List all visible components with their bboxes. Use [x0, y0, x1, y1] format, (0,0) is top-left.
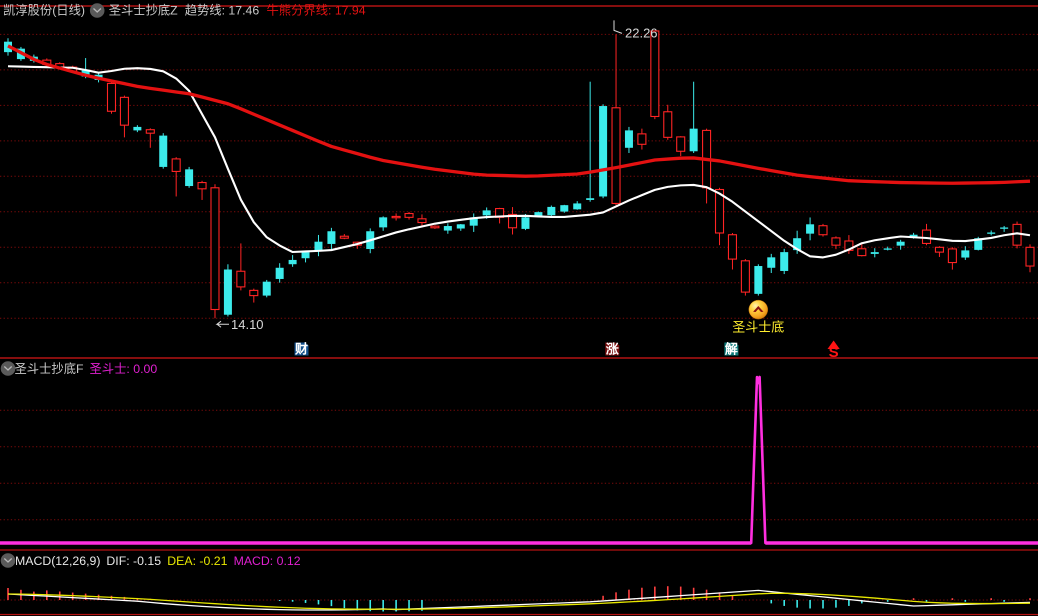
- svg-text:涨: 涨: [605, 342, 619, 357]
- svg-text:圣斗士底: 圣斗士底: [732, 320, 784, 335]
- svg-text:圣斗士抄底F: 圣斗士抄底F: [15, 361, 84, 376]
- svg-text:DEA: -0.21: DEA: -0.21: [167, 554, 227, 568]
- svg-text:22.26: 22.26: [625, 25, 658, 40]
- svg-text:S: S: [829, 344, 839, 361]
- svg-text:趋势线: 17.46: 趋势线: 17.46: [185, 4, 260, 18]
- svg-text:MACD: 0.12: MACD: 0.12: [234, 554, 301, 568]
- svg-text:解: 解: [724, 342, 738, 357]
- svg-text:圣斗士: 0.00: 圣斗士: 0.00: [90, 362, 158, 376]
- svg-text:圣斗士抄底Z: 圣斗士抄底Z: [109, 3, 178, 18]
- svg-text:牛熊分界线: 17.94: 牛熊分界线: 17.94: [267, 3, 366, 18]
- svg-text:财: 财: [295, 342, 308, 357]
- svg-text:凯淳股份(日线): 凯淳股份(日线): [3, 3, 85, 18]
- svg-text:14.10: 14.10: [231, 317, 264, 332]
- svg-text:MACD(12,26,9): MACD(12,26,9): [15, 554, 100, 568]
- svg-text:DIF: -0.15: DIF: -0.15: [106, 554, 161, 568]
